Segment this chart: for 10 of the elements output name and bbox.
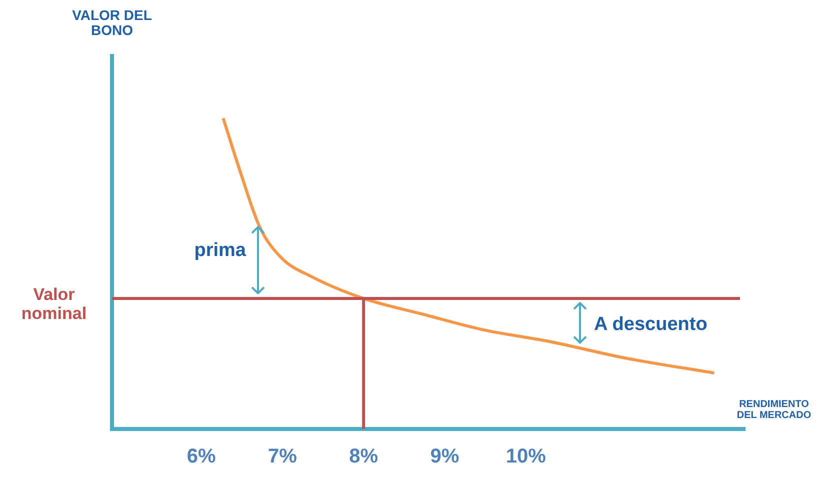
x-axis-title: RENDIMIENTO DEL MERCADO bbox=[736, 399, 812, 421]
ref-line-label: Valor nominal bbox=[20, 285, 88, 324]
annotation: prima bbox=[194, 240, 246, 262]
x-tick-label: 8% bbox=[349, 446, 378, 468]
annotation: A descuento bbox=[594, 314, 708, 336]
x-tick-label: 9% bbox=[430, 446, 460, 468]
x-tick-label: 6% bbox=[186, 446, 216, 468]
x-tick-label: 10% bbox=[506, 446, 546, 468]
text: VALOR DEL BONO bbox=[71, 7, 153, 39]
x-tick-label: 7% bbox=[268, 446, 298, 468]
